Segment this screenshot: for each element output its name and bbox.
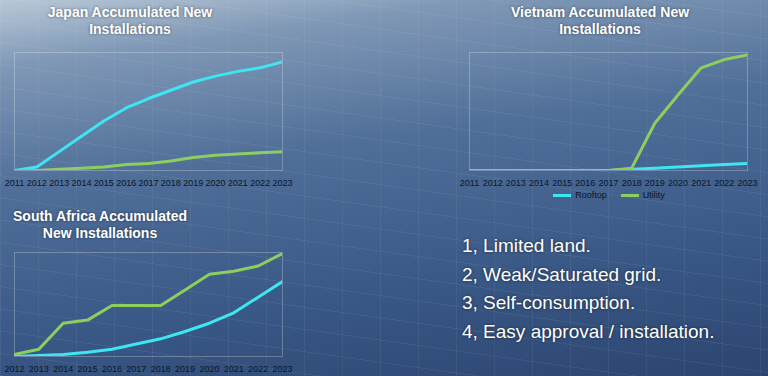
- svg-text:2023: 2023: [737, 178, 757, 188]
- svg-text:2019: 2019: [183, 178, 203, 188]
- svg-text:2015: 2015: [78, 364, 98, 374]
- svg-text:2014: 2014: [529, 178, 549, 188]
- svg-text:2017: 2017: [598, 178, 618, 188]
- svg-text:2019: 2019: [175, 364, 195, 374]
- svg-text:2017: 2017: [138, 178, 158, 188]
- svg-text:2012: 2012: [27, 178, 47, 188]
- svg-text:2016: 2016: [102, 364, 122, 374]
- html-text:1, Limited land.: 1, Limited land.: [462, 235, 591, 256]
- svg-text:2022: 2022: [714, 178, 734, 188]
- html-text:Rooftop: Rooftop: [575, 190, 607, 200]
- svg-text:2023: 2023: [272, 364, 292, 374]
- svg-text:2016: 2016: [575, 178, 595, 188]
- html-text:3, Self-consumption.: 3, Self-consumption.: [462, 292, 636, 313]
- html-text:Utility: Utility: [642, 190, 665, 200]
- svg-text:2011: 2011: [5, 178, 24, 188]
- svg-text:2017: 2017: [126, 364, 146, 374]
- svg-text:2021: 2021: [224, 364, 244, 374]
- svg-text:2020: 2020: [199, 364, 219, 374]
- html-text:Japan Accumulated New Installa: Japan Accumulated New Installations: [47, 4, 213, 37]
- svg-text:2012: 2012: [483, 178, 503, 188]
- html-text:Vietnam Accumulated New Instal: Vietnam Accumulated New Installations: [510, 4, 690, 37]
- svg-text:2013: 2013: [29, 364, 49, 374]
- svg-text:2018: 2018: [161, 178, 181, 188]
- svg-text:2021: 2021: [691, 178, 711, 188]
- svg-text:2020: 2020: [668, 178, 688, 188]
- svg-text:2015: 2015: [94, 178, 114, 188]
- svg-text:2012: 2012: [4, 364, 24, 374]
- svg-text:2016: 2016: [116, 178, 136, 188]
- svg-text:2013: 2013: [49, 178, 69, 188]
- svg-text:2015: 2015: [552, 178, 572, 188]
- svg-text:2022: 2022: [250, 178, 270, 188]
- html-text:2, Weak/Saturated grid.: 2, Weak/Saturated grid.: [462, 263, 662, 285]
- svg-text:2011: 2011: [460, 178, 479, 188]
- svg-text:2014: 2014: [53, 364, 73, 374]
- svg-text:2019: 2019: [645, 178, 665, 188]
- svg-text:2021: 2021: [228, 178, 248, 188]
- svg-text:2022: 2022: [248, 364, 268, 374]
- html-text:4, Easy approval / installatio: 4, Easy approval / installation.: [462, 320, 715, 342]
- svg-text:2018: 2018: [151, 364, 171, 374]
- svg-text:2023: 2023: [272, 178, 292, 188]
- svg-text:2020: 2020: [205, 178, 225, 188]
- svg-text:2013: 2013: [506, 178, 526, 188]
- html-text:South Africa Accumulated New I: South Africa Accumulated New Installatio…: [13, 208, 187, 241]
- svg-text:2018: 2018: [622, 178, 642, 188]
- svg-text:2014: 2014: [71, 178, 91, 188]
